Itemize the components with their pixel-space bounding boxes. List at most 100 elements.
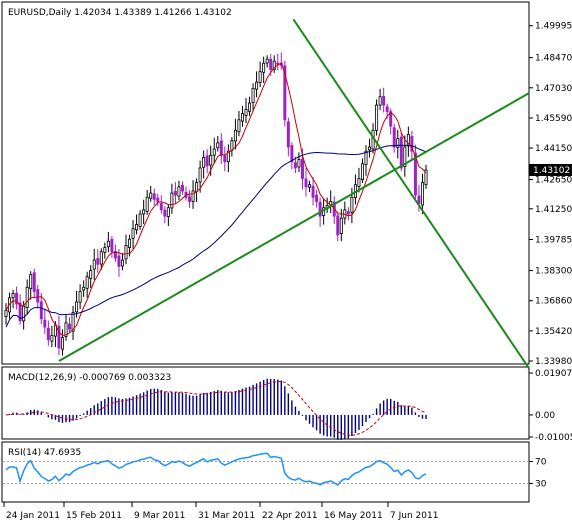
candle-body xyxy=(75,301,79,313)
time-tick-label: 31 Mar 2011 xyxy=(198,511,255,521)
candle xyxy=(110,236,114,258)
candle xyxy=(113,244,117,262)
candle xyxy=(18,294,22,325)
candle-body xyxy=(308,184,312,188)
candle-body xyxy=(36,289,40,303)
candle xyxy=(223,146,227,172)
time-tick-label: 24 Jan 2011 xyxy=(6,511,60,521)
candle-body xyxy=(272,60,276,70)
price-axis: 1.49995 1.48470 1.47030 1.45590 1.44150 1.426… xyxy=(529,22,572,367)
price-tick-label: 1.47030 xyxy=(535,84,572,94)
candle-body xyxy=(170,192,174,209)
candle xyxy=(276,53,280,71)
candle-body xyxy=(389,111,393,127)
candle-body xyxy=(364,150,368,165)
candle-body xyxy=(276,62,280,65)
candle xyxy=(406,126,410,157)
candle-body xyxy=(202,157,206,168)
candle-body xyxy=(191,190,195,202)
candle-body xyxy=(46,327,50,341)
candle xyxy=(191,180,195,209)
candle xyxy=(46,320,50,346)
macd-tick-label: 0.00 xyxy=(535,411,555,421)
candle xyxy=(96,249,100,273)
candle-body xyxy=(297,159,301,168)
macd-signal-line xyxy=(5,380,427,436)
candle-body xyxy=(106,240,110,248)
candle-body xyxy=(113,250,117,259)
candle xyxy=(420,173,424,215)
rsi-axis: 70 30 xyxy=(3,458,547,490)
main-chart-title: EURUSD,Daily 1.42034 1.43389 1.41266 1.4… xyxy=(8,8,232,18)
candle xyxy=(315,189,319,208)
candle xyxy=(255,71,259,98)
candle-body xyxy=(99,251,103,265)
candle-body xyxy=(209,155,213,166)
candle-body xyxy=(78,291,82,303)
candle-body xyxy=(339,217,343,235)
candle-body xyxy=(410,136,414,152)
candle-body xyxy=(375,104,379,131)
candle xyxy=(375,99,379,136)
candle-body xyxy=(89,270,93,279)
candle xyxy=(173,182,177,204)
price-tick-label: 1.38300 xyxy=(535,267,572,277)
candle xyxy=(424,164,428,189)
candle-body xyxy=(385,106,389,112)
trendlines[interactable] xyxy=(58,18,530,369)
candle xyxy=(106,231,110,253)
candle-body xyxy=(216,142,220,149)
candle xyxy=(60,329,64,356)
candle-body xyxy=(142,209,146,215)
price-tick-label: 1.44150 xyxy=(535,144,572,154)
candle xyxy=(32,268,36,299)
candle xyxy=(43,308,47,334)
candle-body xyxy=(265,58,269,64)
candle-body xyxy=(212,148,216,156)
candle xyxy=(357,167,361,193)
candle-body xyxy=(110,238,114,253)
candle xyxy=(50,325,54,348)
candle xyxy=(258,61,262,88)
rsi-title: RSI(14) 47.6935 xyxy=(8,448,81,458)
candle-body xyxy=(128,238,132,248)
fast-ma-line xyxy=(5,62,427,337)
candle xyxy=(392,123,396,153)
candle xyxy=(413,144,417,202)
candle xyxy=(360,158,364,184)
candle xyxy=(159,195,163,214)
candle-body xyxy=(226,150,230,163)
time-tick-label: 7 Jun 2011 xyxy=(390,511,438,521)
macd-axis: 0.019077 0.00 -0.01005 xyxy=(529,369,572,443)
candle-body xyxy=(318,201,322,217)
candle-body xyxy=(251,88,255,103)
candle-body xyxy=(315,194,319,202)
candle xyxy=(290,142,294,170)
candle-body xyxy=(248,102,252,112)
candle-body xyxy=(159,203,163,211)
price-tick-label: 1.35420 xyxy=(535,327,572,337)
price-tick-label: 1.45590 xyxy=(535,114,572,124)
candle xyxy=(202,150,206,179)
candle-body xyxy=(399,136,403,169)
candle-body xyxy=(378,96,382,106)
candle-body xyxy=(138,213,142,227)
candle-body xyxy=(43,319,47,328)
candle xyxy=(71,305,75,340)
candle-body xyxy=(18,302,22,322)
candle-body xyxy=(188,196,192,202)
candle-body xyxy=(240,113,244,122)
macd-tick-label: 0.019077 xyxy=(535,369,572,379)
trendline[interactable] xyxy=(58,92,530,362)
candle-body xyxy=(57,325,61,349)
candle-body xyxy=(304,178,308,188)
candle-body xyxy=(177,186,181,197)
candle xyxy=(152,188,156,205)
candle xyxy=(382,87,386,113)
trendline[interactable] xyxy=(292,18,530,369)
candle-body xyxy=(223,155,227,163)
candle-body xyxy=(173,190,177,196)
candle-body xyxy=(60,337,64,350)
candle-body xyxy=(237,119,241,133)
